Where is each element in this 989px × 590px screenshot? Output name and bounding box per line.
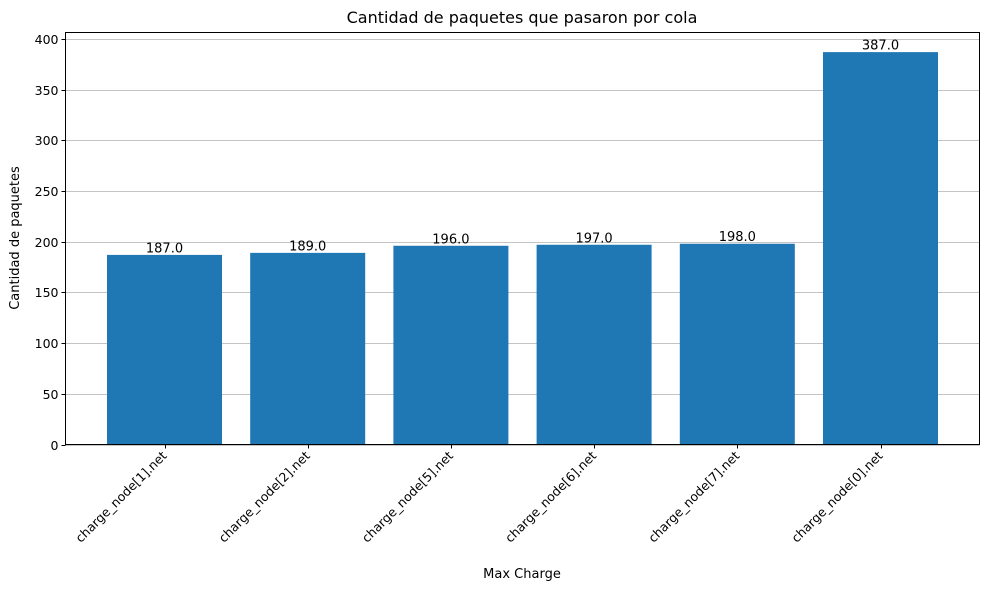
y-tick-label: 200 — [35, 235, 59, 250]
y-tick-label: 350 — [35, 83, 59, 98]
plot-frame — [65, 32, 980, 445]
chart-title: Cantidad de paquetes que pasaron por col… — [347, 8, 698, 27]
y-tick-label: 300 — [35, 133, 59, 148]
bar-value-label: 197.0 — [575, 231, 612, 246]
bar-value-label: 387.0 — [862, 39, 899, 54]
bar-value-label: 198.0 — [719, 230, 756, 245]
y-tick-label: 0 — [51, 438, 59, 453]
bars — [107, 52, 938, 445]
y-tick-label: 400 — [35, 32, 59, 47]
y-tick-label: 150 — [35, 285, 59, 300]
bar-value-label: 187.0 — [146, 241, 183, 256]
bar — [536, 244, 652, 445]
bar-value-label: 196.0 — [432, 232, 469, 247]
y-tick-label: 50 — [43, 387, 59, 402]
bar — [107, 254, 222, 445]
y-tick-label: 250 — [35, 184, 59, 199]
y-tick-label: 100 — [35, 336, 59, 351]
value-labels: 187.0 189.0 196.0 197.0 198.0 387.0 — [146, 39, 899, 257]
bar — [823, 52, 938, 445]
y-axis: 0 50 100 150 200 250 300 350 400 — [35, 32, 66, 453]
bar — [250, 252, 366, 445]
x-axis-label: Max Charge — [483, 567, 561, 582]
y-axis-label: Cantidad de paquetes — [8, 166, 23, 310]
bar — [393, 245, 509, 445]
bar — [679, 243, 795, 445]
bar-value-label: 189.0 — [289, 239, 326, 254]
